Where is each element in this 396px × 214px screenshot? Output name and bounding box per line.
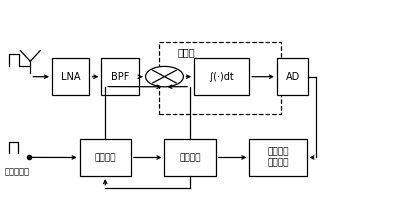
Circle shape xyxy=(145,66,183,87)
Text: LNA: LNA xyxy=(61,72,80,82)
Bar xyxy=(80,139,131,176)
Text: BPF: BPF xyxy=(111,72,129,82)
Text: ∫(·)dt: ∫(·)dt xyxy=(209,72,234,82)
Bar xyxy=(194,58,249,95)
Bar xyxy=(249,139,307,176)
Text: 来自分路器: 来自分路器 xyxy=(5,167,30,176)
Text: 延时线组: 延时线组 xyxy=(95,153,116,162)
Text: 延时控制: 延时控制 xyxy=(179,153,201,162)
Text: AD: AD xyxy=(286,72,300,82)
Text: 交通流量
统计模块: 交通流量 统计模块 xyxy=(267,147,289,168)
Bar xyxy=(52,58,89,95)
Bar xyxy=(101,58,139,95)
Bar xyxy=(164,139,216,176)
Bar xyxy=(277,58,308,95)
Text: 相关器: 相关器 xyxy=(177,48,195,58)
Bar xyxy=(158,42,281,114)
